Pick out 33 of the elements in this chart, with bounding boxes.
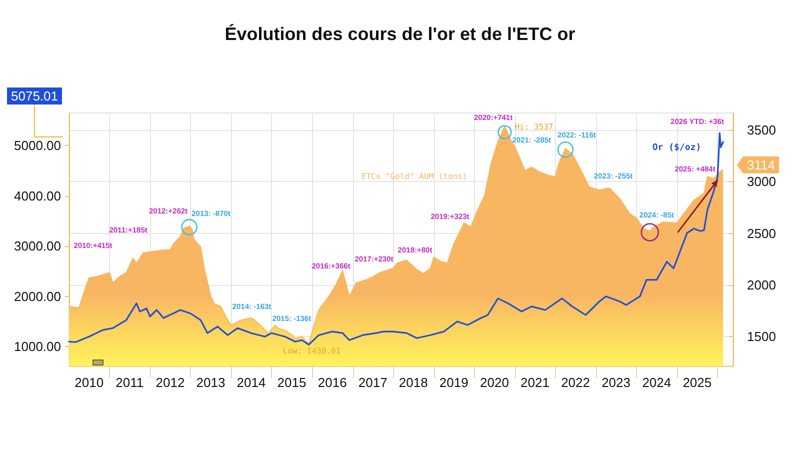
text: ETCs "Gold" AUM (tons) [361,172,468,181]
x-tick-label: 2023 [602,375,630,390]
y2-tick-label: 1500 [747,329,776,344]
x-tick-label: 2016 [318,375,347,390]
y-tick-label: 3000.00 [14,238,61,254]
x-tick-label: 2013 [196,375,226,390]
data-label: Low: 1430.01 [282,346,341,356]
y2-tick-label: 2000 [747,277,776,292]
y2-tick-label: 3500 [747,122,776,138]
x-tick-label: 2011 [116,375,144,390]
x-tick-label: 2024 [642,375,672,390]
chart-title: Évolution des cours de l'or et de l'ETC or [224,24,576,44]
data-label: Hi: 3537 [514,122,554,132]
x-tick-label: 2019 [439,375,468,390]
x-tick-label: 2015 [277,375,306,390]
y-tick-label: 1000.00 [14,339,61,354]
x-tick-label: 2025 [682,375,712,390]
y2-tick-label: 3000 [747,174,776,190]
y-tick-label: 2000.00 [14,288,61,304]
y-tick-label: 5000.00 [14,138,61,154]
x-tick-label: 2018 [398,375,428,390]
x-tick-label: 2010 [74,375,104,390]
text: 5075.01 [11,88,58,104]
x-tick-label: 2020 [480,375,509,390]
series-label: Or ($/oz) [652,142,702,153]
x-tick-label: 2022 [561,375,590,390]
x-tick-label: 2021 [520,375,550,390]
x-tick-label: 2012 [156,375,185,390]
data-label: 3114 [746,157,775,172]
y-tick-label: 4000.00 [14,188,61,204]
x-tick-label: 2014 [236,375,266,390]
x-tick-label: 2017 [358,375,388,390]
y2-tick-label: 2500 [747,226,776,241]
